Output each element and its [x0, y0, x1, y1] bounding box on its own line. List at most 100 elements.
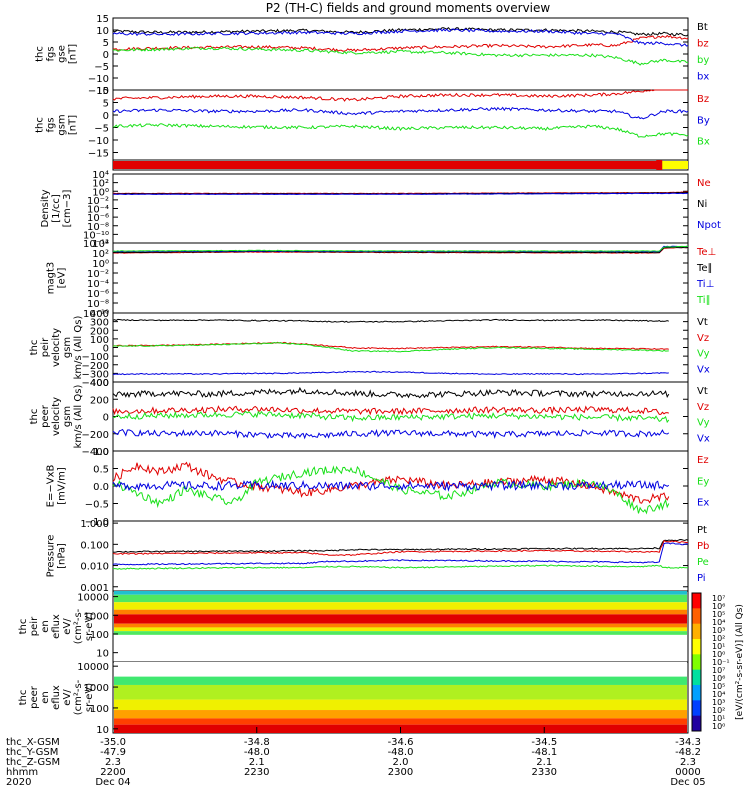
colorbar-tick-label: 10¹ — [712, 642, 725, 651]
series-line-bz — [112, 34, 689, 53]
ytick-label: 0.001 — [80, 583, 109, 594]
spectrogram-band — [114, 594, 687, 603]
colorbar-tick-label: 10⁴ — [712, 690, 725, 699]
ytick-label: 400 — [90, 378, 109, 389]
date-label: Dec 05 — [670, 777, 705, 788]
ytick-label: 10⁻⁴ — [87, 279, 109, 290]
series-line-Vx — [112, 428, 670, 440]
series-line-Bz — [112, 89, 688, 102]
ytick-label: 400 — [90, 309, 109, 320]
y-axis-label-line: thc — [35, 117, 46, 133]
y-axis-label-line: [eV] — [57, 268, 68, 289]
y-axis-label-line: (cm²-s- — [73, 679, 84, 715]
legend-entry: Te⊥ — [696, 247, 716, 258]
colorbar-swatch — [692, 654, 701, 671]
colorbar-label-text: [eV/(cm²-s-sr-eV)] (All Qs) — [735, 604, 745, 720]
orbit-row-value: -48.0 — [388, 747, 414, 758]
ytick-label: 10⁻² — [87, 269, 109, 280]
y-axis-label-line: magt3 — [46, 262, 57, 295]
ytick-label: 10⁻⁸ — [87, 299, 109, 310]
colorbar-tick-label: 10⁷ — [712, 594, 725, 603]
colorbar-tick-label: 10⁴ — [712, 618, 725, 627]
y-axis-label-line: thc — [29, 340, 40, 356]
ytick-label: 0 — [103, 344, 109, 355]
orbit-row-value: 2300 — [388, 767, 413, 778]
ytick-label: −0.5 — [85, 500, 109, 511]
colorbar-tick-label: 10¹ — [712, 714, 725, 723]
ytick-label: 10⁻¹² — [83, 239, 109, 250]
colorbar-swatch — [692, 593, 701, 609]
colorbar-swatch — [692, 608, 701, 625]
legend-entry: By — [697, 115, 710, 126]
colorbar-swatch — [692, 685, 701, 701]
ytick-label: 0 — [103, 111, 109, 122]
spectrogram-band — [114, 634, 687, 662]
mode-bar-segment — [113, 161, 660, 169]
y-axis-label-line: gsm — [62, 337, 73, 358]
series-line-Vt — [112, 386, 670, 399]
ytick-label: 200 — [90, 395, 109, 406]
orbit-row-label: thc_X-GSM — [6, 737, 60, 748]
legend-entry: Vx — [697, 364, 710, 375]
ytick-label: 10⁻⁶ — [87, 213, 109, 224]
legend-entry: Ti⊥ — [696, 279, 714, 290]
y-axis-label-line: thc — [18, 619, 29, 635]
panel-pressure: 1.000 0.100 0.010 0.001 Pressure [nPa] Pt Pb Pe P… — [46, 519, 710, 594]
orbit-row-value: -34.5 — [531, 737, 557, 748]
ytick-label: 10⁻¹⁰ — [83, 309, 109, 320]
ytick-label: 10000 — [77, 593, 109, 604]
spectrogram-band — [114, 627, 687, 632]
colorbar-swatch — [692, 669, 701, 686]
panel-frame — [112, 17, 689, 91]
y-axis-label-line: velocity — [51, 397, 62, 436]
series-line-by — [112, 46, 688, 66]
colorbar-tick-label: 10⁷ — [712, 666, 725, 675]
ytick-label: 10 — [96, 649, 109, 660]
colorbar-tick-label: 10⁶ — [712, 674, 725, 683]
colorbar-tick-label: 10² — [712, 634, 725, 643]
colorbar-frame — [691, 592, 702, 732]
y-axis-label-line: thc — [29, 409, 40, 425]
spectrogram-band — [114, 676, 687, 685]
y-axis-label-line: E=−VxB — [46, 465, 57, 508]
y-axis-label: Pressure [nPa] — [46, 535, 68, 578]
colorbar-swatch — [692, 715, 701, 732]
year-label: 2020 — [6, 777, 31, 788]
orbit-row-value: -47.9 — [100, 747, 126, 758]
series-line-Vx — [112, 370, 669, 376]
orbit-row-value: 0000 — [675, 767, 700, 778]
figure-title: P2 (TH-C) fields and ground moments over… — [266, 1, 551, 15]
orbit-row-value: 2.3 — [105, 757, 121, 768]
y-axis-label-line: peir — [40, 337, 51, 357]
y-axis-label-line: km/s (All Qs) — [73, 316, 84, 380]
y-axis-label: Density [1/cc] [cm−3] — [40, 189, 73, 227]
panel-frame — [112, 520, 689, 592]
y-axis-label-line: peir — [29, 616, 40, 636]
colorbar-swatch — [692, 700, 701, 717]
y-axis-label-line: eV/ — [62, 618, 73, 635]
y-axis-label-line: thc — [35, 46, 46, 62]
orbit-row-label: hhmm — [6, 767, 38, 778]
y-axis-label-line: [mV/m] — [57, 467, 68, 505]
colorbar-label: [eV/(cm²-s-sr-eV)] (All Qs) — [735, 604, 745, 720]
ytick-label: 5 — [103, 99, 109, 110]
ytick-label: 15 — [96, 14, 109, 25]
series-line-Npot — [113, 192, 688, 196]
legend-entry: Pb — [697, 541, 709, 552]
ytick-label: 10⁰ — [92, 259, 109, 270]
ytick-label: −400 — [82, 378, 109, 389]
spectrogram-band — [114, 602, 687, 610]
colorbar-tick-label: 10⁵ — [712, 610, 725, 619]
y-axis-label: thc fgs gsm [nT] — [35, 114, 79, 135]
orbit-row-value: 2.3 — [680, 757, 696, 768]
legend-entry: Bt — [697, 22, 708, 33]
orbit-row-label: thc_Y-GSM — [6, 747, 58, 758]
spectrogram-band — [114, 718, 687, 725]
y-axis-label-line: eflux — [51, 614, 62, 639]
spectrogram-band — [114, 662, 687, 677]
